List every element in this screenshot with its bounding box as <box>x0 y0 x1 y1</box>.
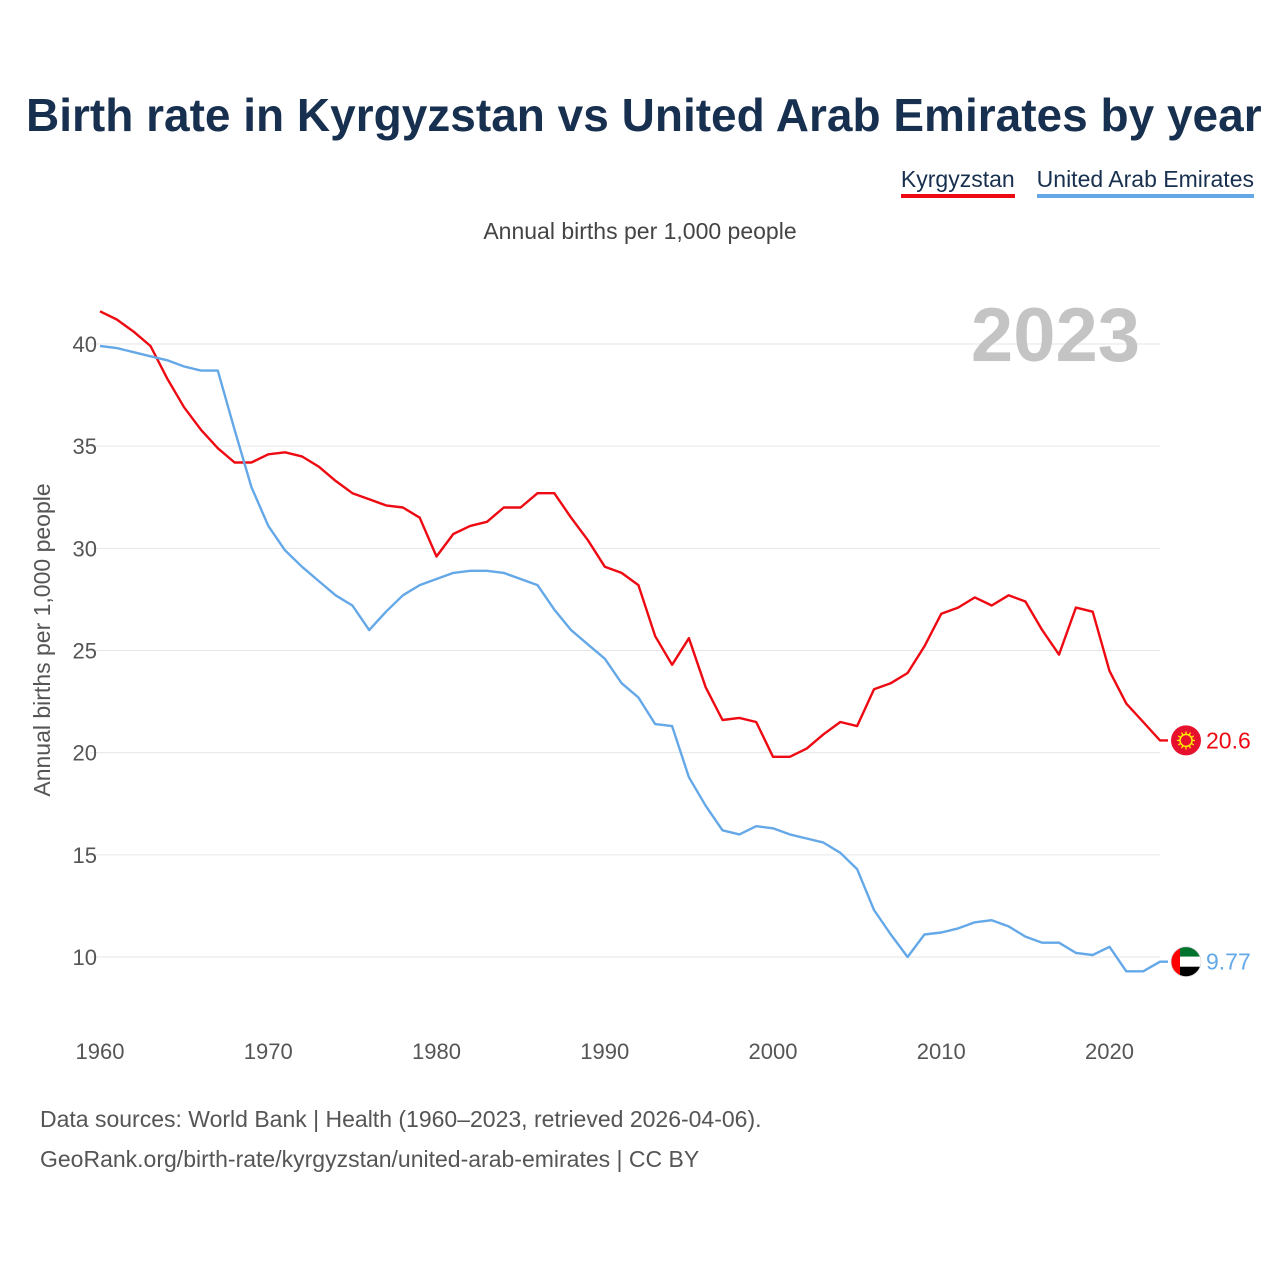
x-tick-label: 2010 <box>917 1039 966 1064</box>
y-tick-label: 20 <box>73 741 97 766</box>
current-year-label: 2023 <box>971 293 1140 378</box>
y-tick-label: 15 <box>73 843 97 868</box>
legend-item-united-arab-emirates[interactable]: United Arab Emirates <box>1036 166 1254 198</box>
y-axis-ticks: 10 15 20 25 30 35 40 <box>73 332 97 970</box>
uae-flag-icon <box>1170 946 1202 978</box>
y-tick-label: 40 <box>73 332 97 357</box>
y-tick-label: 30 <box>73 536 97 561</box>
chart-subtitle: Annual births per 1,000 people <box>483 218 797 244</box>
x-tick-label: 1960 <box>76 1039 125 1064</box>
legend-item-kyrgyzstan[interactable]: Kyrgyzstan <box>900 166 1015 198</box>
x-tick-label: 1990 <box>580 1039 629 1064</box>
legend: Kyrgyzstan United Arab Emirates <box>900 166 1254 198</box>
series-lines <box>99 310 1168 973</box>
y-tick-label: 10 <box>73 945 97 970</box>
x-tick-label: 1980 <box>412 1039 461 1064</box>
gridlines <box>90 343 1160 958</box>
chart-title: Birth rate in Kyrgyzstan vs United Arab … <box>26 89 1262 141</box>
attribution-link[interactable]: GeoRank.org/birth-rate/kyrgyzstan/united… <box>40 1146 700 1172</box>
end-value-label: 9.77 <box>1206 949 1251 975</box>
x-tick-label: 1970 <box>244 1039 293 1064</box>
kyrgyzstan-flag-icon <box>1171 725 1201 756</box>
series-line-united-arab-emirates[interactable] <box>99 344 1168 973</box>
data-source-note: Data sources: World Bank | Health (1960–… <box>40 1106 762 1132</box>
x-tick-label: 2000 <box>749 1039 798 1064</box>
y-tick-label: 25 <box>73 639 97 664</box>
y-axis-label: Annual births per 1,000 people <box>29 483 55 796</box>
x-tick-label: 2020 <box>1085 1039 1134 1064</box>
x-axis-ticks: 1960 1970 1980 1990 2000 2010 2020 <box>76 1039 1134 1064</box>
series-end-markers: 20.6 9.77 <box>1170 725 1251 978</box>
y-tick-label: 35 <box>73 434 97 459</box>
end-value-label: 20.6 <box>1206 727 1251 753</box>
series-line-kyrgyzstan[interactable] <box>99 310 1168 758</box>
